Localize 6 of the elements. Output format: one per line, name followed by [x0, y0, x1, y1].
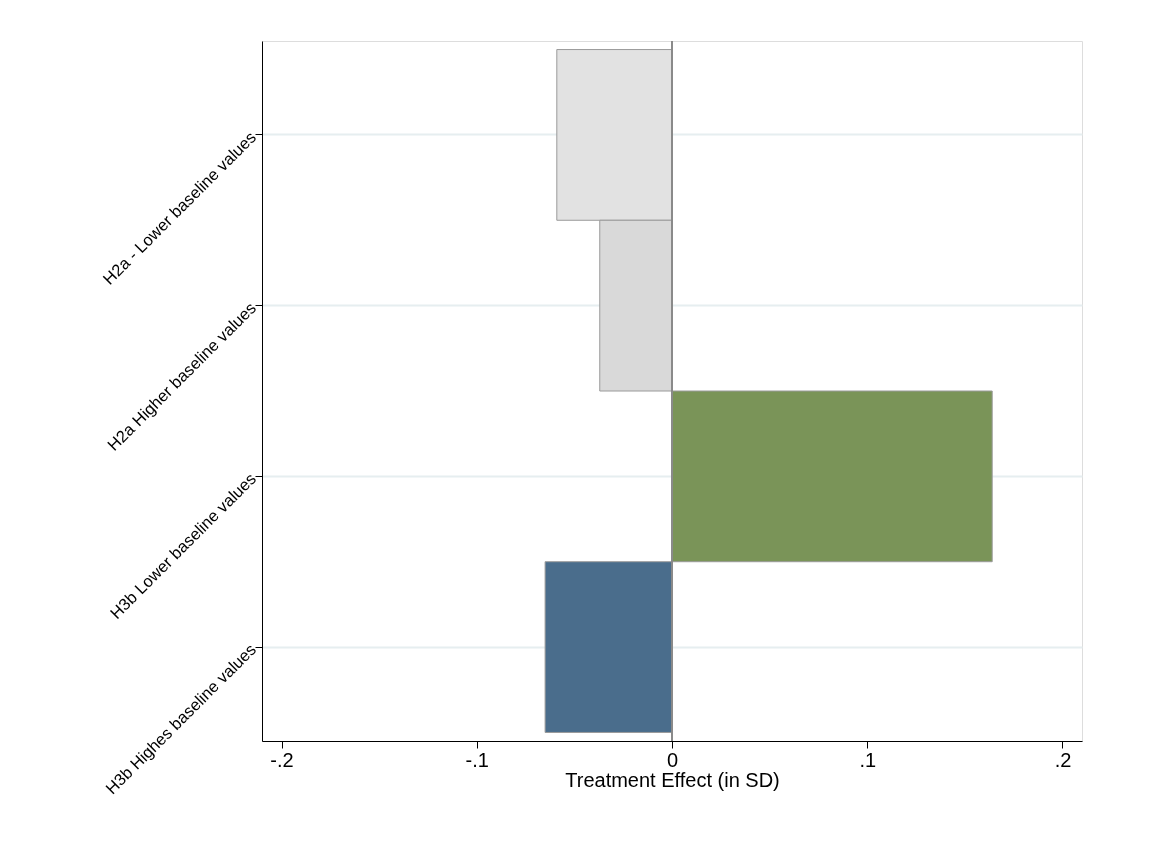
x-tick-label: 0: [666, 748, 679, 771]
x-tick-label: -.1: [465, 748, 489, 771]
x-tick-label: .1: [859, 748, 877, 771]
x-tick-label: .2: [1054, 748, 1072, 771]
x-tick-label: -.2: [270, 748, 294, 771]
x-axis-title: Treatment Effect (in SD): [565, 768, 780, 791]
